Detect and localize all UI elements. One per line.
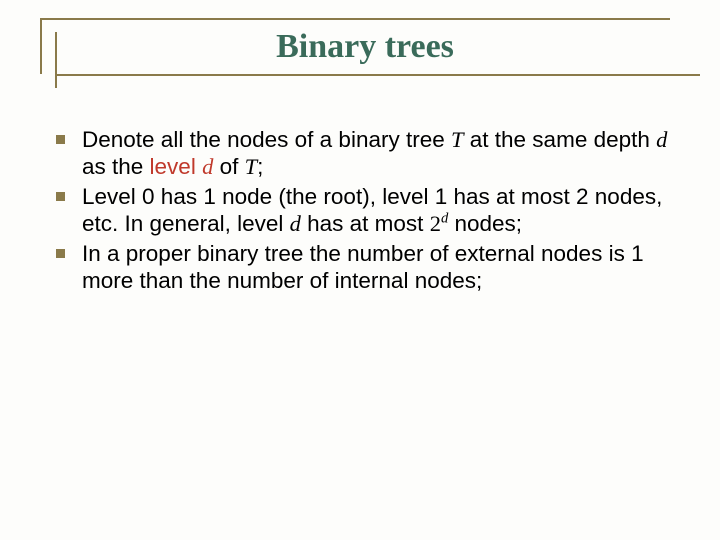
text-run: d [656, 127, 667, 152]
text-run: ; [257, 154, 263, 179]
slide-content: Denote all the nodes of a binary tree T … [30, 126, 690, 295]
text-run: at the same depth [464, 127, 657, 152]
rule-bottom [55, 74, 700, 76]
math-expr: 2d [430, 211, 449, 236]
text-run: d [290, 211, 301, 236]
title-frame: Binary trees [40, 18, 690, 74]
text-run: has at most [301, 211, 430, 236]
bullet-item: Denote all the nodes of a binary tree T … [50, 126, 682, 181]
text-run: In a proper binary tree the number of ex… [82, 241, 644, 293]
text-run: as the [82, 154, 150, 179]
bullet-item: In a proper binary tree the number of ex… [50, 240, 682, 295]
text-run: level [150, 154, 203, 179]
bullet-list: Denote all the nodes of a binary tree T … [50, 126, 682, 295]
bullet-item: Level 0 has 1 node (the root), level 1 h… [50, 183, 682, 238]
slide-title: Binary trees [40, 18, 690, 74]
text-run: of [213, 154, 244, 179]
text-run: T [451, 127, 464, 152]
text-run: d [202, 154, 213, 179]
text-run: nodes; [448, 211, 522, 236]
text-run: T [245, 154, 258, 179]
text-run: Denote all the nodes of a binary tree [82, 127, 451, 152]
